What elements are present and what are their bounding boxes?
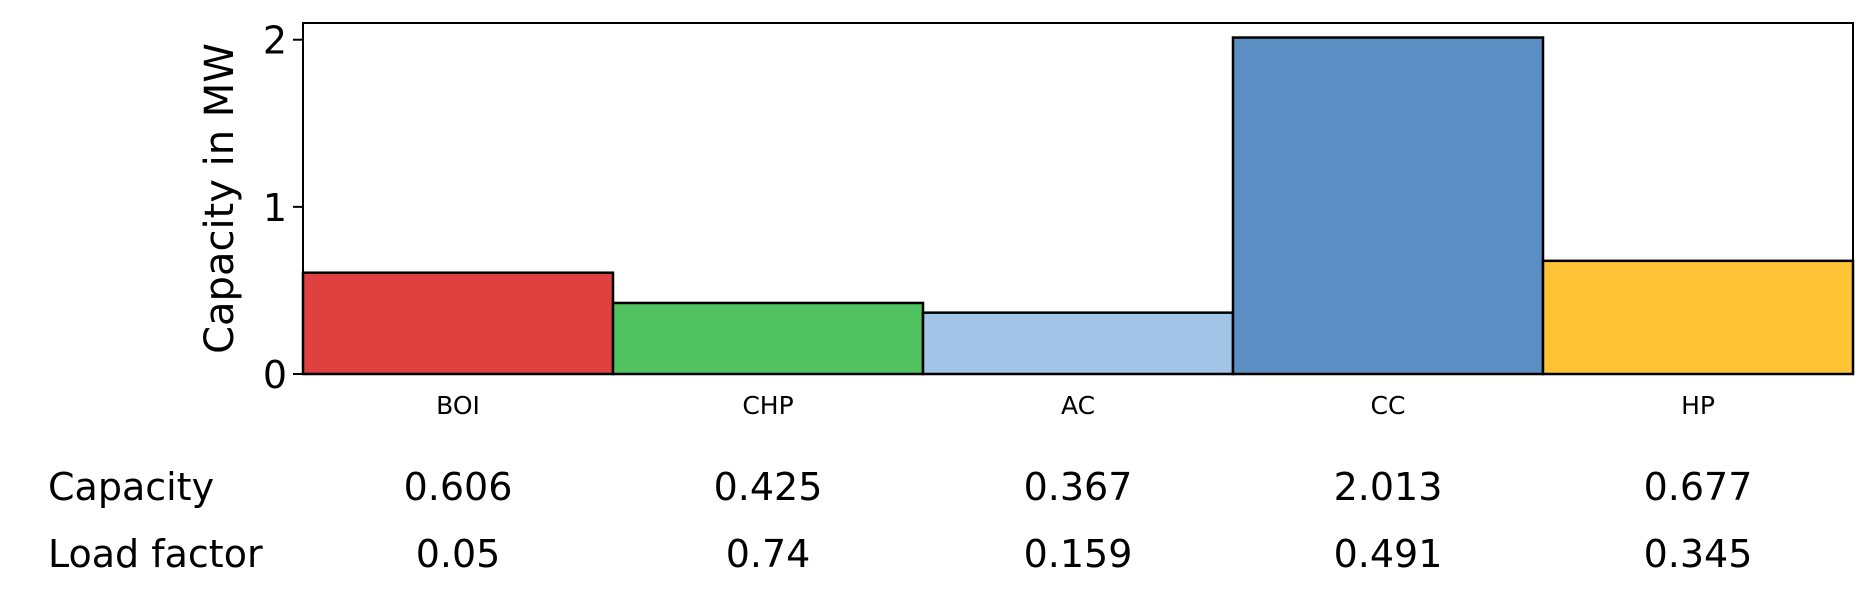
y-axis: 0 1 2 <box>263 19 303 397</box>
table-cell: 0.05 <box>416 532 501 576</box>
data-table: Capacity 0.606 0.425 0.367 2.013 0.677 Load fa… <box>48 465 1752 576</box>
x-tick-label: AC <box>1061 391 1095 420</box>
x-tick-label: CHP <box>742 391 793 420</box>
y-axis-label: Capacity in MW <box>197 43 243 354</box>
table-cell: 0.345 <box>1644 532 1753 576</box>
bars-layer <box>301 36 1855 376</box>
table-cell: 0.425 <box>714 465 823 509</box>
x-tick-label: HP <box>1681 391 1715 420</box>
table-row-label: Load factor <box>48 532 263 576</box>
bar-hp <box>1541 259 1855 376</box>
plot-frame <box>302 22 1854 375</box>
table-cell: 0.367 <box>1024 465 1133 509</box>
x-tick-label: BOI <box>436 391 480 420</box>
bar-boi <box>301 271 615 376</box>
table-cell: 0.606 <box>404 465 513 509</box>
bar-cc <box>1231 36 1545 376</box>
table-cell: 0.491 <box>1334 532 1443 576</box>
bar-chp <box>611 301 925 376</box>
x-axis: BOI CHP AC CC HP <box>436 391 1715 420</box>
table-cell: 2.013 <box>1334 465 1443 509</box>
x-tick-label: CC <box>1371 391 1406 420</box>
bar-ac <box>921 311 1235 376</box>
y-tick-label: 0 <box>263 353 287 397</box>
y-tick-label: 2 <box>263 19 287 63</box>
table-cell: 0.159 <box>1024 532 1133 576</box>
table-cell: 0.677 <box>1644 465 1753 509</box>
table-cell: 0.74 <box>726 532 811 576</box>
y-tick-label: 1 <box>263 186 287 230</box>
table-row-label: Capacity <box>48 465 214 509</box>
